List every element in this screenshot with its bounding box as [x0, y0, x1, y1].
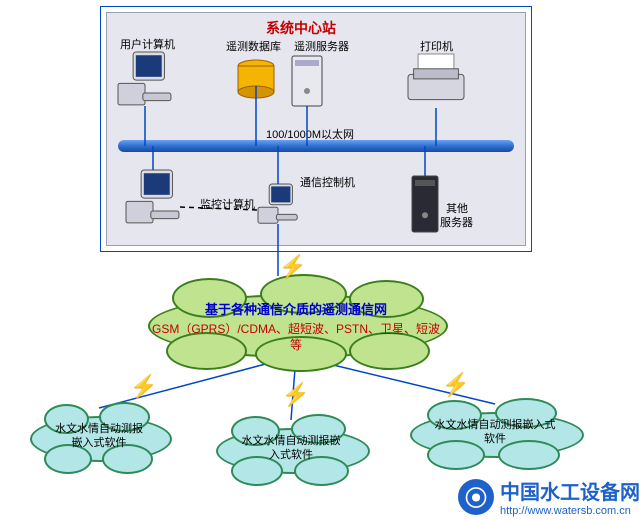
bolt-icon: ⚡: [442, 372, 469, 398]
comm-network-line1: 基于各种通信介质的遥测通信网: [148, 302, 444, 319]
bolt-icon: ⚡: [130, 374, 157, 400]
comm-network-cloud: 基于各种通信介质的遥测通信网 GSM（GPRS）/CDMA、超短波、PSTN、卫…: [148, 284, 444, 356]
endpoint-cloud-2: 水文水情自动测报嵌入式软件: [216, 420, 366, 476]
comm-network-line2: GSM（GPRS）/CDMA、超短波、PSTN、卫星、短波等: [148, 322, 444, 353]
endpoint-cloud-3: 水文水情自动测报嵌入式软件: [410, 404, 580, 460]
diagram-canvas: 系统中心站 用户计算机 遥测数据库 遥测服务器 打印机 监控计算机 通信控制机 …: [0, 0, 644, 521]
watermark-url: http://www.watersb.com.cn: [500, 505, 640, 517]
endpoint-label-1: 水文水情自动测报嵌入式软件: [30, 422, 168, 451]
endpoint-cloud-1: 水文水情自动测报嵌入式软件: [30, 408, 168, 464]
bolt-icon: ⚡: [279, 254, 306, 280]
bolt-icon: ⚡: [282, 382, 309, 408]
watermark: ⦿ 中国水工设备网 http://www.watersb.com.cn: [458, 476, 640, 517]
watermark-logo-icon: ⦿: [458, 479, 494, 515]
watermark-brand: 中国水工设备网: [500, 476, 640, 505]
endpoint-label-2: 水文水情自动测报嵌入式软件: [216, 434, 366, 463]
endpoint-label-3: 水文水情自动测报嵌入式软件: [410, 418, 580, 447]
